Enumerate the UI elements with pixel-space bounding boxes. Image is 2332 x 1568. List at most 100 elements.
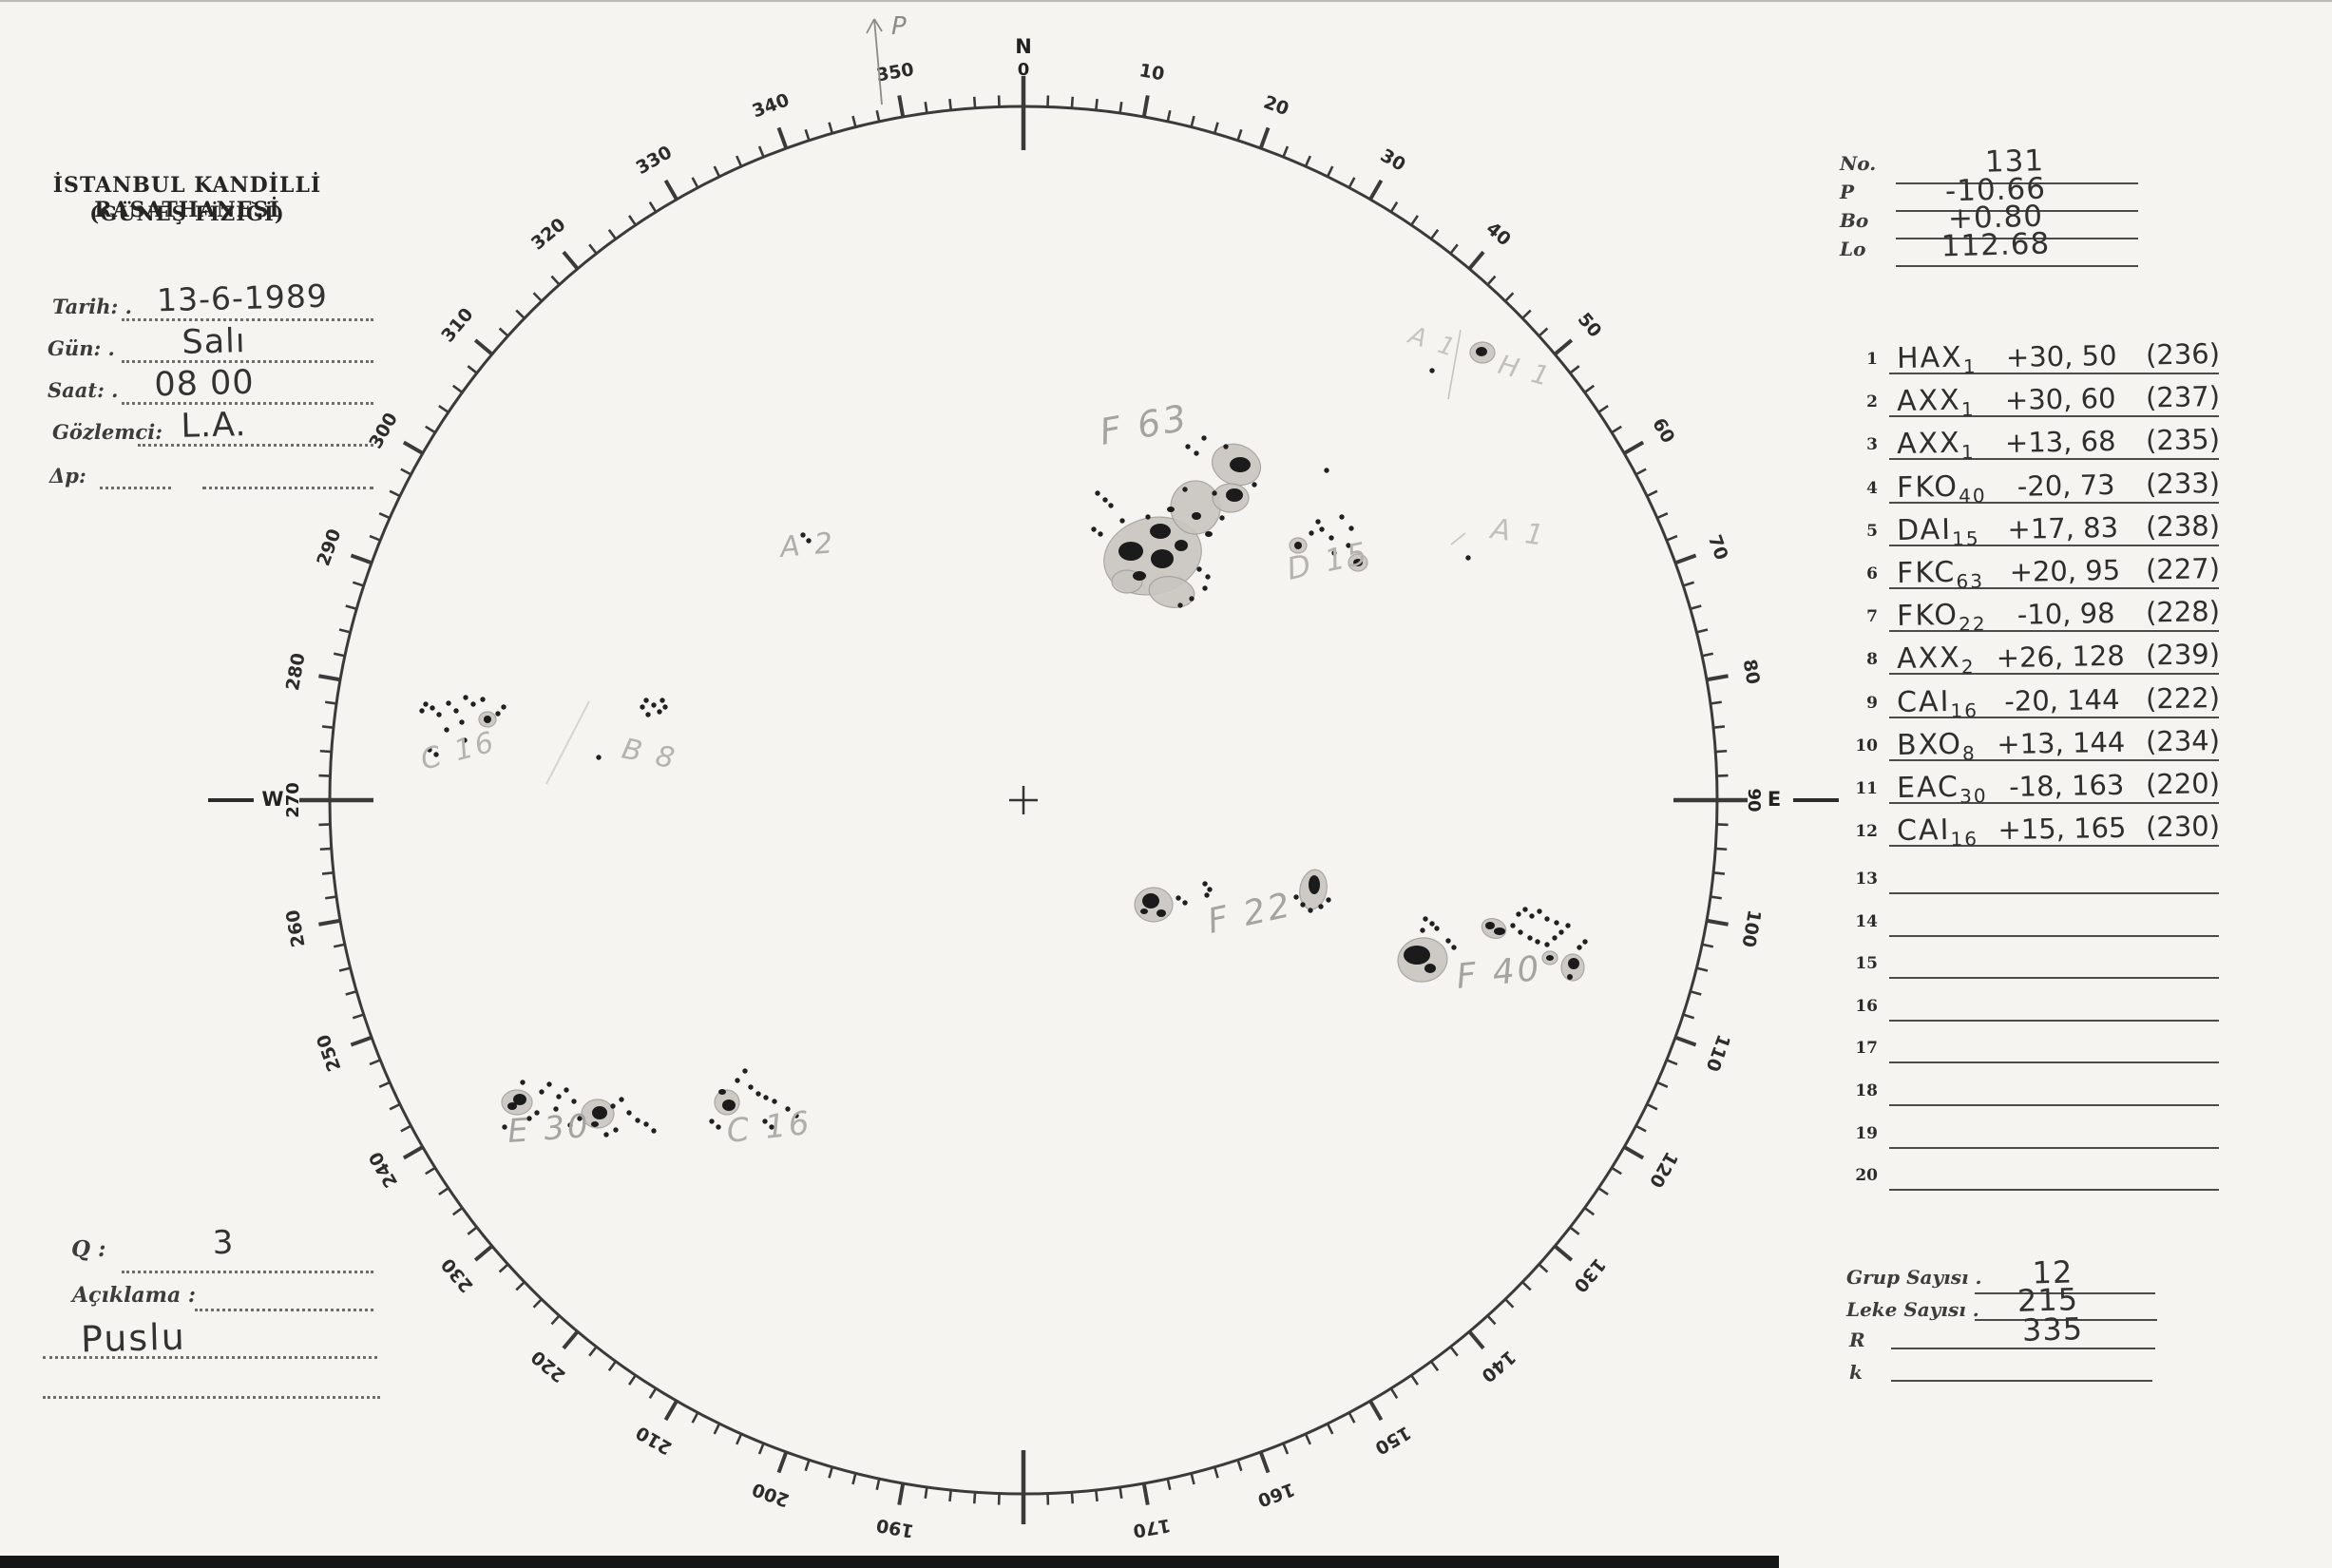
- group-row-entry: FKO40 -20, 73 (233): [1896, 466, 2221, 507]
- remarks-line-3: [43, 1396, 380, 1399]
- time-value: 08 00: [153, 363, 256, 405]
- group-row-line: [1889, 1189, 2219, 1192]
- svg-text:290: 290: [313, 526, 345, 569]
- group-row-number: 4: [1866, 478, 1878, 498]
- lo-line: [1896, 265, 2138, 267]
- day-value: Salı: [181, 322, 247, 362]
- group-row-entry: HAX1 +30, 50 (236): [1896, 337, 2221, 378]
- svg-text:E: E: [1768, 788, 1781, 811]
- sunspot-group-label: A 1: [1404, 321, 1461, 364]
- group-row-number: 14: [1855, 911, 1878, 931]
- group-row-entry: FKO22 -10, 98 (228): [1896, 595, 2221, 637]
- group-row-number: 1: [1866, 350, 1878, 369]
- scan-bottom-edge: [0, 1556, 1779, 1568]
- svg-text:50: 50: [1574, 309, 1606, 341]
- observer-line: [138, 444, 373, 447]
- svg-text:220: 220: [527, 1346, 570, 1386]
- svg-text:280: 280: [282, 652, 310, 693]
- group-row-number: 5: [1866, 521, 1878, 541]
- group-row-number: 3: [1866, 435, 1878, 455]
- spot-count-line: [1975, 1319, 2157, 1321]
- sunspot-group-label: A 2: [777, 526, 837, 564]
- group-row-line: [1889, 373, 2219, 374]
- group-row-number: 15: [1855, 954, 1878, 974]
- sunspot-group-label: F 40: [1455, 949, 1544, 997]
- svg-text:240: 240: [365, 1148, 402, 1191]
- group-row-number: 7: [1866, 607, 1878, 627]
- group-row-entry: CAI16 -20, 144 (222): [1896, 680, 2221, 722]
- group-row-line: [1889, 977, 2219, 980]
- svg-text:30: 30: [1377, 145, 1409, 176]
- group-row-line: [1889, 630, 2219, 633]
- group-row-entry: FKC63 +20, 95 (227): [1896, 552, 2221, 593]
- group-row-line: [1889, 544, 2219, 546]
- k-label: k: [1849, 1361, 1863, 1384]
- day-label: Gün: .: [48, 336, 115, 360]
- group-row-number: 20: [1855, 1166, 1878, 1186]
- group-row-line: [1889, 501, 2219, 504]
- svg-text:350: 350: [875, 59, 916, 86]
- spot-count-label: Leke Sayısı .: [1846, 1298, 1979, 1321]
- svg-text:70: 70: [1704, 532, 1732, 563]
- svg-text:20: 20: [1261, 92, 1291, 121]
- svg-text:340: 340: [750, 89, 793, 122]
- svg-text:120: 120: [1645, 1148, 1682, 1191]
- group-count-line: [1975, 1292, 2155, 1294]
- no-line: [1896, 182, 2138, 184]
- r-line: [1891, 1348, 2155, 1349]
- svg-text:80: 80: [1739, 658, 1764, 686]
- svg-text:N: N: [1015, 35, 1032, 58]
- q-label: Q :: [71, 1236, 106, 1262]
- group-row-line: [1889, 458, 2219, 461]
- group-row-line: [1889, 892, 2219, 894]
- svg-text:260: 260: [282, 908, 310, 949]
- svg-text:10: 10: [1137, 60, 1166, 85]
- group-row-number: 18: [1855, 1081, 1878, 1100]
- group-row-line: [1889, 415, 2219, 418]
- svg-text:W: W: [261, 788, 283, 811]
- svg-text:140: 140: [1478, 1346, 1520, 1386]
- sunspot-group-label: B 8: [619, 733, 679, 776]
- sunspot-group-label: H 1: [1495, 349, 1555, 393]
- date-value: 13-6-1989: [156, 277, 329, 319]
- group-row-entry: DAI15 +17, 83 (238): [1896, 508, 2221, 550]
- svg-text:160: 160: [1255, 1478, 1298, 1510]
- sunspot-group-label: E 30: [507, 1107, 592, 1151]
- group-count-label: Grup Sayısı .: [1846, 1266, 1982, 1289]
- r-label: R: [1849, 1329, 1865, 1351]
- sunspot-group-label: F 63: [1097, 396, 1193, 453]
- bo-line: [1896, 238, 2138, 239]
- group-row-number: 13: [1855, 870, 1878, 889]
- svg-text:250: 250: [313, 1032, 345, 1075]
- group-row-number: 8: [1866, 650, 1878, 670]
- svg-text:130: 130: [1569, 1254, 1609, 1297]
- group-row-line: [1889, 802, 2219, 804]
- bo-label: Bo: [1840, 209, 1869, 232]
- observatory-title: İSTANBUL KANDİLLİ RASATHANESİ: [52, 173, 322, 222]
- observer-label: Gözlemci:: [52, 420, 162, 444]
- group-row-entry: CAI16 +15, 165 (230): [1896, 810, 2221, 851]
- svg-text:310: 310: [437, 304, 477, 347]
- svg-text:40: 40: [1482, 218, 1515, 250]
- lo-value: 112.68: [1940, 226, 2051, 264]
- group-row-number: 12: [1855, 822, 1878, 842]
- group-row-entry: AXX1 +13, 68 (235): [1896, 423, 2221, 465]
- group-row-number: 11: [1855, 779, 1878, 798]
- group-row-number: 19: [1855, 1123, 1878, 1143]
- q-value: 3: [212, 1223, 235, 1263]
- group-row-line: [1889, 1104, 2219, 1106]
- q-line: [122, 1271, 373, 1273]
- group-row-line: [1889, 673, 2219, 676]
- scan-top-edge: [0, 0, 2332, 2]
- group-row-number: 6: [1866, 564, 1878, 583]
- day-line: [122, 360, 373, 363]
- no-label: No.: [1840, 152, 1877, 175]
- group-row-line: [1889, 587, 2219, 589]
- svg-text:0: 0: [1018, 60, 1030, 80]
- k-line: [1891, 1380, 2152, 1382]
- remarks-line-2: [43, 1356, 377, 1359]
- remarks-note: Puslu: [80, 1315, 187, 1361]
- date-line: [122, 318, 373, 321]
